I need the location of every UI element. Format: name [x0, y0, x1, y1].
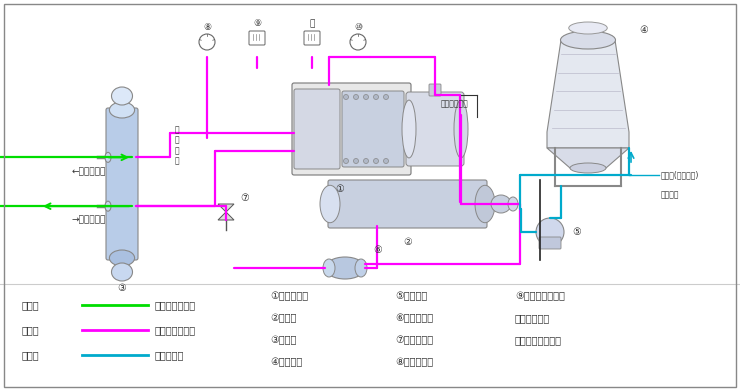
- Text: ⑫高压压力控制器: ⑫高压压力控制器: [515, 335, 562, 345]
- Ellipse shape: [383, 95, 388, 99]
- Ellipse shape: [343, 158, 349, 163]
- Circle shape: [199, 34, 215, 50]
- Polygon shape: [547, 40, 629, 148]
- Ellipse shape: [491, 195, 511, 213]
- FancyBboxPatch shape: [342, 91, 404, 167]
- Text: 蓝色线: 蓝色线: [22, 350, 40, 360]
- Polygon shape: [547, 148, 629, 168]
- Ellipse shape: [570, 163, 606, 173]
- Text: ⑪高压压力表: ⑪高压压力表: [515, 313, 551, 323]
- Text: →截冷剂流入: →截冷剂流入: [72, 216, 107, 225]
- Text: 红色线: 红色线: [22, 325, 40, 335]
- Text: ④: ④: [639, 25, 648, 35]
- FancyBboxPatch shape: [539, 237, 561, 249]
- Text: ④冷却水塔: ④冷却水塔: [270, 357, 302, 367]
- Ellipse shape: [363, 95, 369, 99]
- Ellipse shape: [454, 100, 468, 158]
- FancyBboxPatch shape: [304, 31, 320, 45]
- FancyBboxPatch shape: [292, 83, 411, 175]
- Text: ⑤冷却水泵: ⑤冷却水泵: [395, 291, 427, 301]
- Text: ③蒸发器: ③蒸发器: [270, 335, 297, 345]
- Ellipse shape: [354, 158, 358, 163]
- Ellipse shape: [383, 158, 388, 163]
- Text: ⑦: ⑦: [240, 193, 249, 203]
- Ellipse shape: [402, 100, 416, 158]
- Ellipse shape: [475, 185, 495, 223]
- Text: 低
压
吸
气: 低 压 吸 气: [175, 125, 179, 165]
- Text: ⑨: ⑨: [253, 20, 261, 29]
- Text: ⑧低压压力表: ⑧低压压力表: [395, 357, 433, 367]
- Text: ⑦供液膨胀阀: ⑦供液膨胀阀: [395, 335, 433, 345]
- Text: ⑧: ⑧: [203, 23, 211, 32]
- Ellipse shape: [112, 263, 132, 281]
- Text: 排污阀１: 排污阀１: [661, 190, 679, 199]
- Text: ⑤: ⑤: [572, 227, 581, 237]
- Text: ⑥干燥过滤器: ⑥干燥过滤器: [395, 313, 433, 323]
- FancyBboxPatch shape: [294, 89, 340, 169]
- Text: 补水口(浮球控制): 补水口(浮球控制): [661, 170, 699, 179]
- Ellipse shape: [374, 95, 378, 99]
- Polygon shape: [218, 204, 234, 212]
- Ellipse shape: [363, 158, 369, 163]
- Ellipse shape: [320, 185, 340, 223]
- Ellipse shape: [105, 201, 111, 211]
- Text: ⑩: ⑩: [354, 23, 362, 32]
- Ellipse shape: [569, 22, 608, 34]
- Text: ⑪: ⑪: [309, 20, 314, 29]
- FancyBboxPatch shape: [406, 92, 464, 166]
- Text: ①螺杆压缩机: ①螺杆压缩机: [270, 291, 308, 301]
- Ellipse shape: [560, 31, 616, 49]
- Text: 水循环回路: 水循环回路: [155, 350, 184, 360]
- Ellipse shape: [508, 197, 518, 211]
- Text: 截冷剂循环回路: 截冷剂循环回路: [155, 300, 196, 310]
- Ellipse shape: [105, 152, 111, 162]
- Text: 绿色线: 绿色线: [22, 300, 40, 310]
- Text: ②冷凝器: ②冷凝器: [270, 313, 297, 323]
- Circle shape: [350, 34, 366, 50]
- Ellipse shape: [343, 95, 349, 99]
- Text: 高压排气流向: 高压排气流向: [441, 99, 468, 108]
- Ellipse shape: [354, 95, 358, 99]
- FancyBboxPatch shape: [249, 31, 265, 45]
- Ellipse shape: [374, 158, 378, 163]
- Text: ③: ③: [118, 283, 127, 293]
- Polygon shape: [218, 212, 234, 220]
- Text: ②: ②: [403, 237, 412, 247]
- Ellipse shape: [112, 87, 132, 105]
- Text: ⑨低压压力控制器: ⑨低压压力控制器: [515, 291, 565, 301]
- Text: ①: ①: [336, 184, 344, 194]
- Text: ←截冷剂出口: ←截冷剂出口: [72, 167, 107, 176]
- Ellipse shape: [110, 102, 135, 118]
- Ellipse shape: [110, 250, 135, 266]
- Ellipse shape: [323, 259, 335, 277]
- FancyBboxPatch shape: [328, 180, 487, 228]
- Ellipse shape: [355, 259, 367, 277]
- Ellipse shape: [325, 257, 365, 279]
- Text: ⑥: ⑥: [373, 245, 382, 255]
- Circle shape: [536, 218, 564, 246]
- FancyBboxPatch shape: [106, 108, 138, 260]
- Text: 制冷剂循环回路: 制冷剂循环回路: [155, 325, 196, 335]
- FancyBboxPatch shape: [429, 84, 441, 96]
